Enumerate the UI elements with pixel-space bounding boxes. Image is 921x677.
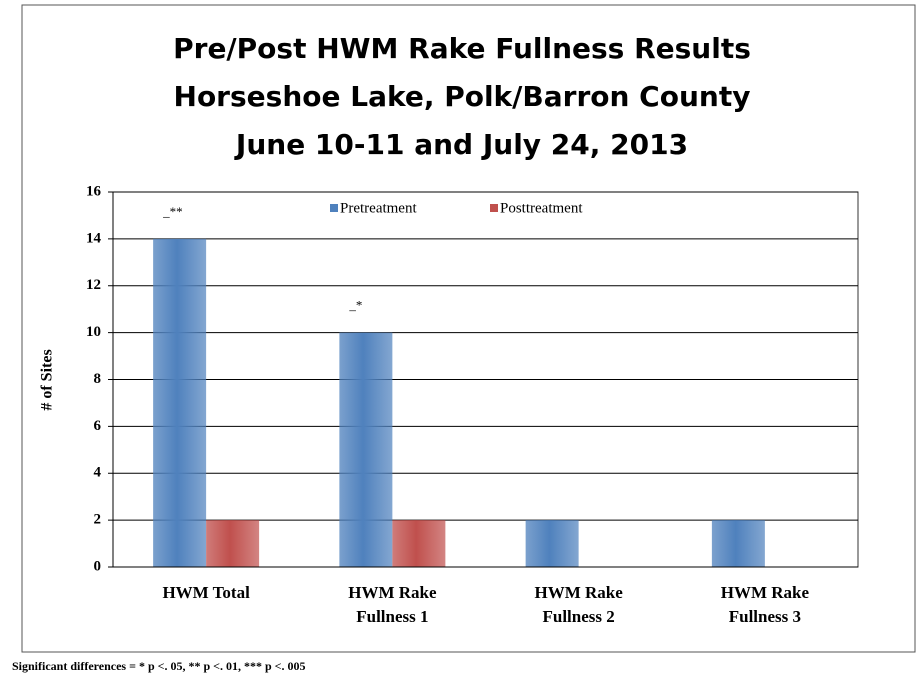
chart-title: Horseshoe Lake, Polk/Barron County: [174, 80, 751, 113]
bar: [153, 238, 207, 567]
footnote: Significant differences = * p <. 05, ** …: [12, 659, 305, 673]
y-tick-label: 12: [86, 277, 101, 293]
y-axis-label: # of Sites: [39, 349, 56, 410]
y-tick-label: 16: [86, 183, 102, 199]
bar: [392, 520, 446, 567]
chart-title: June 10-11 and July 24, 2013: [234, 128, 688, 161]
y-tick-label: 6: [94, 418, 102, 434]
bar: [711, 520, 765, 567]
x-tick-label: HWM Total: [162, 583, 250, 602]
y-tick-label: 2: [94, 512, 102, 528]
bar: [206, 520, 260, 567]
legend-swatch: [490, 204, 498, 212]
x-tick-label: HWM Rake Fullness 3: [720, 583, 810, 626]
y-tick-label: 4: [94, 465, 102, 481]
y-tick-label: 0: [94, 558, 102, 574]
legend-swatch: [330, 204, 338, 212]
chart-title: Pre/Post HWM Rake Fullness Results: [173, 32, 751, 65]
x-tick-label: HWM Rake Fullness 1: [348, 583, 437, 626]
y-tick-label: 8: [94, 371, 102, 387]
y-tick-label: 14: [86, 230, 102, 246]
bar: [339, 332, 393, 567]
chart-border: [21, 4, 916, 653]
bar: [525, 520, 579, 567]
annotation: _*: [348, 298, 362, 313]
legend-label: Posttreatment: [500, 200, 583, 216]
y-tick-label: 10: [86, 324, 101, 340]
annotation: _**: [162, 204, 183, 219]
x-tick-label: HWM Rake Fullness 2: [534, 583, 623, 626]
legend-label: Pretreatment: [340, 200, 417, 216]
